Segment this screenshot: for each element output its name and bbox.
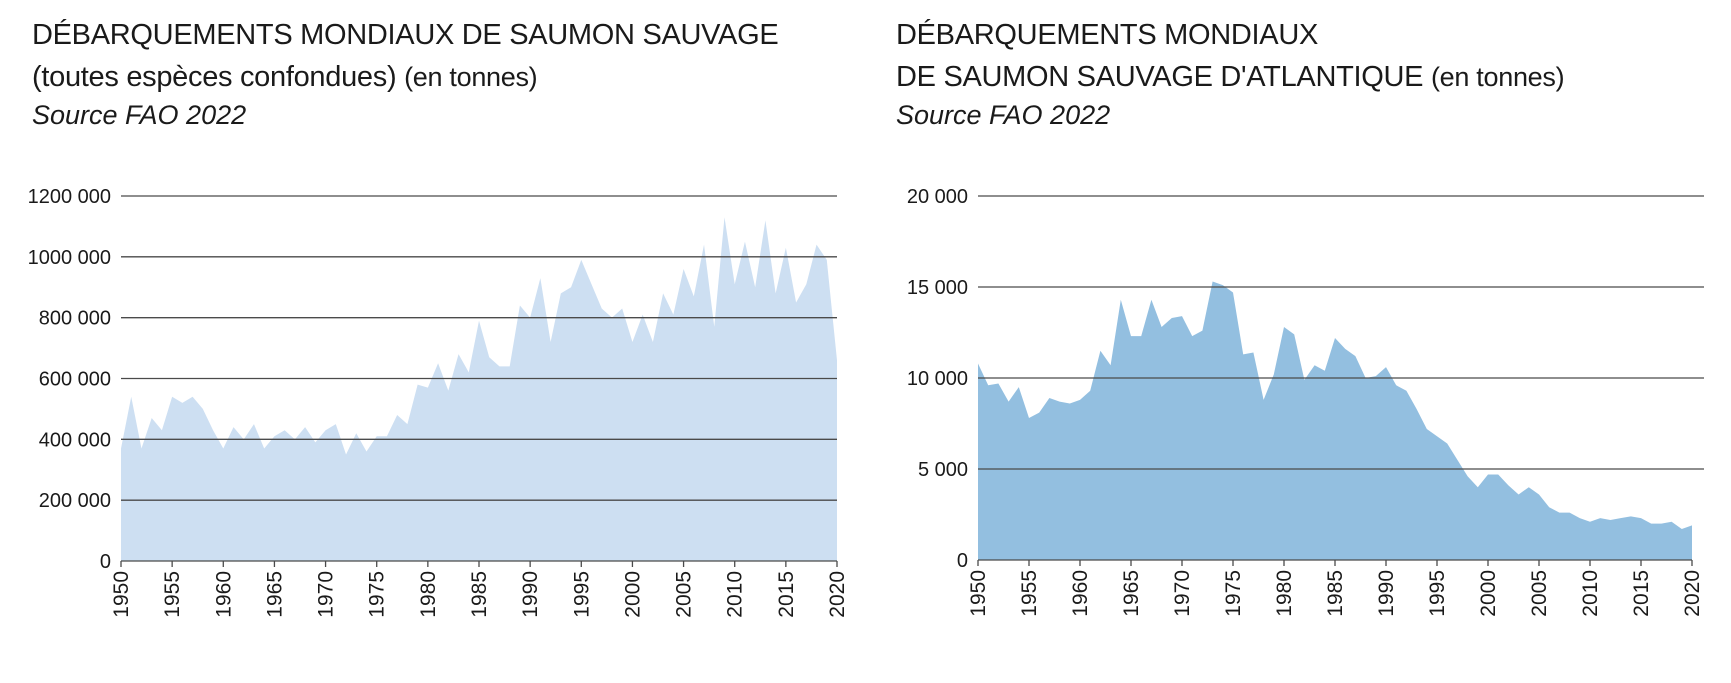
y-tick-label: 10 000 (907, 368, 968, 390)
x-tick-label: 2000 (621, 571, 644, 618)
x-tick-label: 1970 (315, 571, 338, 618)
chart-title-line1: DÉBARQUEMENTS MONDIAUX (896, 19, 1318, 51)
chart-title-line2-wrap: (toutes espèces confondues) (en tonnes) (32, 56, 778, 98)
y-tick-label: 200 000 (39, 490, 111, 512)
chart-title-line1: DÉBARQUEMENTS MONDIAUX DE SAUMON SAUVAGE (32, 19, 779, 51)
chart-title: DÉBARQUEMENTS MONDIAUX DE SAUMON SAUVAGE… (32, 14, 779, 98)
x-tick-label: 2010 (724, 571, 747, 618)
x-tick-label: 2005 (1528, 570, 1551, 617)
x-tick-label: 2020 (826, 571, 849, 618)
x-tick-label: 1980 (1273, 570, 1296, 617)
x-tick-label: 1980 (417, 571, 440, 618)
chart-source: Source FAO 2022 (896, 100, 1111, 130)
y-tick-label: 400 000 (39, 429, 111, 451)
x-tick-label: 1985 (468, 571, 491, 618)
chart-title: DÉBARQUEMENTS MONDIAUX DE SAUMON SAUVAGE… (896, 14, 1565, 98)
chart-source: Source FAO 2022 (32, 100, 247, 130)
x-tick-label: 1975 (1222, 570, 1245, 617)
x-tick-label: 1960 (212, 571, 235, 618)
area-series (121, 217, 837, 562)
x-tick-label: 2010 (1579, 570, 1602, 617)
x-tick-label: 2020 (1681, 570, 1704, 617)
x-tick-label: 1995 (570, 571, 593, 618)
y-tick-label: 600 000 (39, 369, 111, 391)
x-tick-label: 2015 (1630, 570, 1653, 617)
x-tick-label: 1965 (1120, 570, 1143, 617)
x-tick-label: 1990 (519, 571, 542, 618)
y-tick-label: 5 000 (918, 459, 968, 481)
y-tick-label: 800 000 (39, 308, 111, 330)
x-tick-label: 1985 (1324, 570, 1347, 617)
y-tick-label: 15 000 (907, 277, 968, 299)
x-tick-label: 1960 (1069, 570, 1092, 617)
y-tick-label: 0 (100, 551, 111, 573)
x-tick-label: 1975 (366, 571, 389, 618)
x-tick-label: 2015 (775, 571, 798, 618)
x-tick-label: 1950 (967, 570, 990, 617)
area-series (978, 281, 1692, 560)
chart-title-line2: (toutes espèces confondues) (32, 61, 397, 93)
y-tick-label: 0 (957, 550, 968, 572)
chart-unit: (en tonnes) (404, 62, 538, 92)
y-tick-label: 1000 000 (28, 247, 111, 269)
x-tick-label: 1995 (1426, 570, 1449, 617)
chart-panel-atlantic: DÉBARQUEMENTS MONDIAUX DE SAUMON SAUVAGE… (860, 0, 1731, 683)
x-tick-label: 1990 (1375, 570, 1398, 617)
area-chart-global: 0 200 000 400 000 600 000 800 000 1000 000 120… (28, 186, 849, 618)
chart-title-line2: DE SAUMON SAUVAGE D'ATLANTIQUE (896, 61, 1424, 93)
y-tick-label: 1200 000 (28, 186, 111, 208)
x-tick-label: 1970 (1171, 570, 1194, 617)
x-tick-label: 2005 (673, 571, 696, 618)
x-tick-label: 1950 (110, 571, 133, 618)
chart-title-line2-wrap: DE SAUMON SAUVAGE D'ATLANTIQUE (en tonne… (896, 56, 1565, 98)
x-tick-label: 1955 (161, 571, 184, 618)
x-tick-label: 1955 (1018, 570, 1041, 617)
chart-unit: (en tonnes) (1430, 62, 1565, 92)
x-tick-label: 1965 (263, 571, 286, 618)
area-chart-atlantic: 0 5 000 10 000 15 000 20 000 1950 1955 1960 1965… (907, 186, 1704, 617)
y-tick-label: 20 000 (907, 186, 968, 208)
x-tick-label: 2000 (1477, 570, 1500, 617)
chart-panel-global: DÉBARQUEMENTS MONDIAUX DE SAUMON SAUVAGE… (0, 0, 860, 683)
